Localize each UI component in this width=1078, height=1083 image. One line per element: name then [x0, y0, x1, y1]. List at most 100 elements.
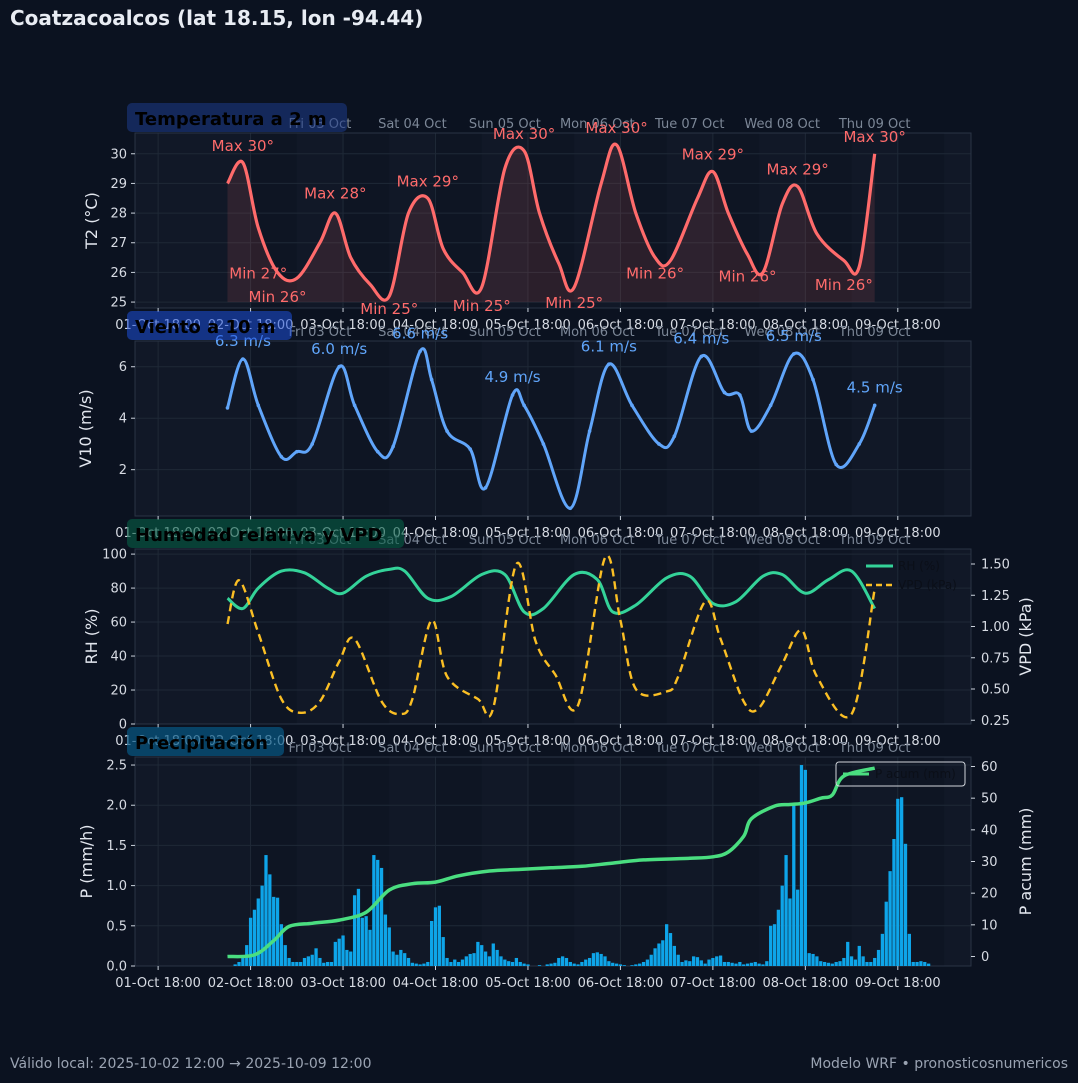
precip-bar [826, 962, 831, 966]
precip-bar [464, 956, 468, 966]
precip-bar [876, 949, 881, 966]
day-label: Mon 06 Oct [560, 117, 635, 132]
panel-title-box [127, 727, 284, 756]
y-tick-label: 2 [119, 463, 127, 478]
temperature-annotation: Max 30° [493, 125, 555, 143]
precip-bar [480, 945, 484, 966]
y-tick-label: 1.5 [106, 839, 127, 854]
precip-bar [595, 952, 599, 966]
precip-bar [537, 965, 542, 966]
panel-title-text: Humedad relativa y VPD [135, 525, 382, 546]
wind-point [522, 403, 526, 408]
x-tick-label: 01-Oct 18:00 [115, 976, 201, 991]
night-shade [250, 549, 297, 724]
day-label: Fri 03 Oct [289, 741, 352, 756]
x-tick-label: 06-Oct 18:00 [578, 976, 664, 991]
y-axis-label: T2 (°C) [82, 192, 101, 250]
precip-bar [873, 957, 877, 966]
precip-bar [734, 963, 738, 966]
y-right-tick-label: 1.25 [981, 589, 1010, 604]
precip-bar [507, 961, 511, 966]
precip-bar [302, 957, 307, 966]
precip-bar [356, 888, 361, 966]
day-label: Sat 04 Oct [378, 117, 447, 132]
precip-bar [572, 963, 576, 966]
temperature-annotation: Min 26° [249, 288, 307, 306]
precip-bar [653, 948, 657, 966]
night-shade [805, 757, 852, 966]
day-label: Wed 08 Oct [744, 533, 820, 548]
precip-bar [803, 769, 807, 966]
precip-bar [545, 964, 549, 966]
precip-bar [811, 953, 815, 966]
night-shade [527, 549, 575, 724]
y-right-tick-label: 30 [981, 855, 998, 870]
precip-bar [853, 959, 858, 966]
day-label: Thu 09 Oct [838, 533, 911, 548]
wind-point [749, 429, 754, 433]
precip-bar [260, 885, 264, 966]
plot-frame [134, 132, 972, 309]
y-tick-label: 0.0 [106, 960, 127, 975]
wind-annotation: 6.1 m/s [581, 337, 637, 355]
precip-bar [630, 965, 634, 966]
precip-bar [807, 953, 811, 966]
precip-bar [792, 805, 796, 966]
y-right-tick-label: 60 [981, 760, 998, 775]
precip-bar [584, 959, 588, 966]
precip-bar [599, 953, 603, 966]
precip-bar [614, 963, 619, 966]
precip-bar [880, 933, 885, 966]
y-right-tick-label: 0.50 [981, 683, 1010, 698]
wind-point [811, 377, 815, 382]
y-axis-label: P (mm/h) [77, 825, 96, 899]
precip-bar [526, 964, 530, 966]
precip-bar [799, 765, 804, 966]
wind-annotation: 6.5 m/s [766, 327, 822, 345]
temperature-annotation: Max 29° [766, 161, 828, 179]
day-label: Wed 08 Oct [744, 325, 820, 340]
panel-title-text: Precipitación [135, 733, 268, 754]
precip-bar [915, 961, 919, 966]
precip-bar [460, 959, 465, 966]
y-axis-label: RH (%) [82, 609, 101, 665]
precip-bar [352, 895, 357, 966]
night-shade [435, 341, 482, 516]
day-label: Sun 05 Oct [469, 325, 541, 340]
precip-bar [418, 964, 422, 966]
night-shade [805, 133, 852, 308]
precip-bar [406, 957, 411, 966]
precip-bar [295, 961, 299, 966]
precip-bar [476, 941, 480, 966]
precip-bar [661, 940, 665, 966]
y-right-tick-label: 1.50 [981, 558, 1010, 573]
precip-bar [560, 956, 565, 966]
page-title: Coatzacoalcos (lat 18.15, lon -94.44) [10, 6, 424, 30]
y-tick-label: 100 [102, 548, 127, 563]
precip-bar [403, 953, 407, 966]
precip-bar [472, 953, 476, 966]
wind-point [768, 403, 773, 408]
y-tick-label: 20 [110, 684, 127, 699]
x-tick-label: 06-Oct 18:00 [578, 526, 664, 541]
precip-bar [699, 960, 703, 966]
x-tick-label: 06-Oct 18:00 [578, 318, 664, 333]
precip-bar [441, 937, 445, 966]
y-tick-label: 27 [110, 236, 127, 251]
precip-bar [819, 961, 823, 966]
precip-bar [657, 943, 661, 966]
day-label: Tue 07 Oct [654, 117, 725, 132]
temperature-annotation: Min 26° [626, 264, 684, 282]
wind-point [483, 485, 488, 490]
precip-bar [256, 898, 260, 966]
panel-title: Humedad relativa y VPD [127, 519, 404, 548]
day-label: Wed 08 Oct [744, 117, 820, 132]
y-right-tick-label: 40 [981, 823, 998, 838]
precip-bar [553, 962, 557, 966]
y-tick-label: 0 [119, 718, 127, 733]
day-label: Thu 09 Oct [838, 117, 911, 132]
night-shade [897, 549, 945, 724]
precip-bar [252, 909, 257, 966]
precip-bar [318, 957, 322, 966]
precip-bar [410, 962, 415, 966]
